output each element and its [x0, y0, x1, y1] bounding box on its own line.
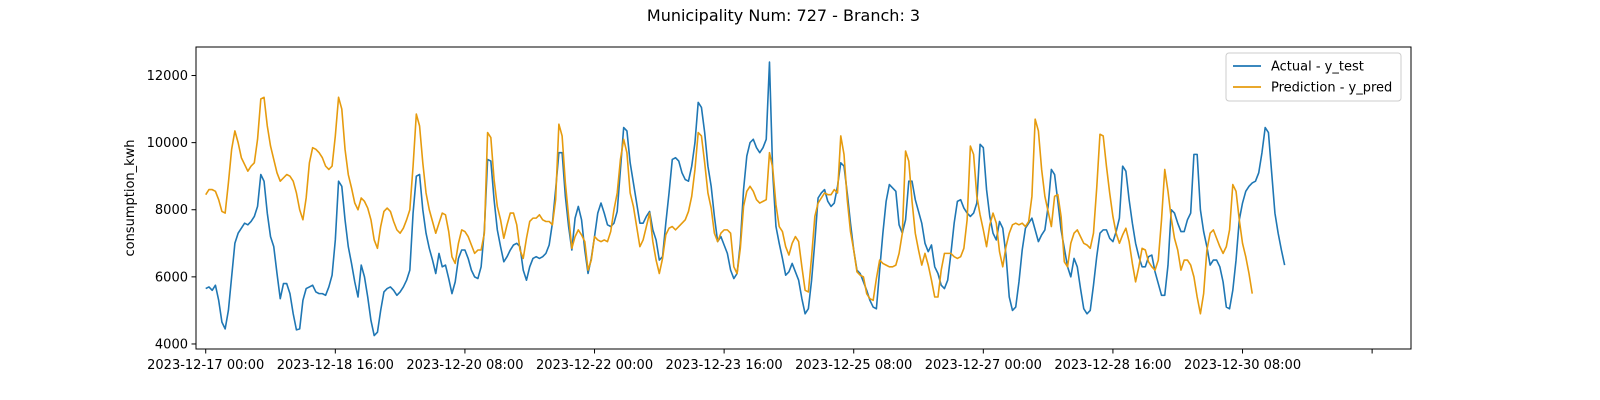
plot-frame	[195, 46, 1412, 350]
y-axis-label: consumption_kwh	[123, 139, 138, 256]
x-tick-label: 2023-12-20 08:00	[406, 358, 523, 373]
series-group	[205, 61, 1286, 337]
x-tick-label: 2023-12-27 00:00	[925, 358, 1042, 373]
y-tick-label: 6000	[155, 270, 188, 285]
x-tick-label: 2023-12-22 00:00	[536, 358, 653, 373]
x-tick-label: 2023-12-23 16:00	[666, 358, 783, 373]
series-line-1	[205, 61, 1286, 337]
y-axis: 4000 6000 8000 10000 12000	[147, 69, 196, 352]
plot-area	[195, 46, 1412, 350]
legend-label: Prediction - y_pred	[1271, 81, 1392, 96]
legend-box	[1225, 52, 1402, 102]
x-tick-label: 2023-12-17 00:00	[147, 358, 264, 373]
x-tick-label: 2023-12-28 16:00	[1054, 358, 1171, 373]
chart-title: Municipality Num: 727 - Branch: 3	[647, 6, 920, 25]
legend: Actual - y_test Prediction - y_pred	[1225, 52, 1402, 102]
y-tick-label: 8000	[155, 203, 188, 218]
y-tick-label: 10000	[147, 136, 188, 151]
x-axis: 2023-12-17 00:00 2023-12-18 16:00 2023-12-…	[147, 349, 1373, 373]
y-tick-label: 4000	[155, 337, 188, 352]
x-tick-label: 2023-12-25 08:00	[795, 358, 912, 373]
series-line-2	[205, 96, 1254, 315]
x-tick-label: 2023-12-30 08:00	[1184, 358, 1301, 373]
x-tick-label: 2023-12-18 16:00	[277, 358, 394, 373]
y-tick-label: 12000	[147, 69, 188, 84]
legend-label: Actual - y_test	[1271, 60, 1364, 75]
